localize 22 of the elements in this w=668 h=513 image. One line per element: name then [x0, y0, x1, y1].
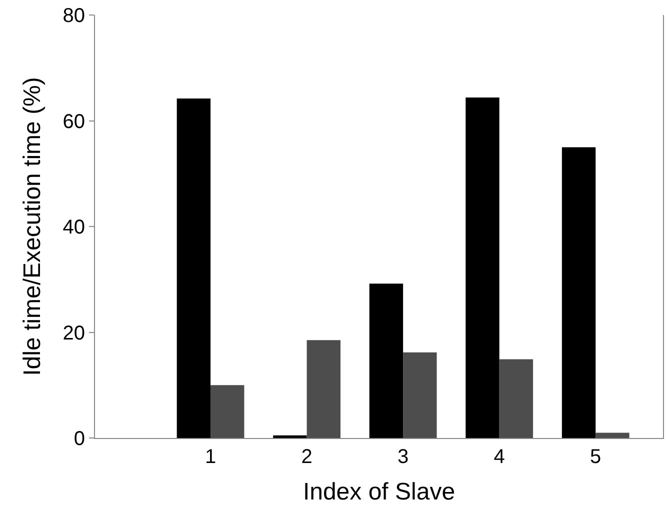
bar	[369, 284, 404, 438]
bar	[499, 359, 534, 438]
y-tick-label: 20	[62, 322, 85, 344]
x-axis-title: Index of Slave	[302, 478, 456, 506]
bar	[176, 98, 211, 438]
bar	[306, 340, 340, 438]
y-tick-label: 80	[62, 5, 85, 27]
bar	[403, 352, 437, 438]
bar	[466, 97, 500, 438]
bar	[273, 435, 307, 438]
x-tick-label: 2	[301, 446, 312, 468]
y-tick-label: 40	[62, 216, 85, 238]
bar	[562, 147, 596, 438]
bar	[210, 385, 244, 438]
x-tick-label: 3	[398, 446, 409, 468]
x-tick-label: 1	[204, 446, 216, 468]
x-tick-label: 5	[590, 446, 602, 468]
y-tick-label: 0	[74, 428, 85, 450]
y-axis-title: Idle time/Execution time (%)	[18, 77, 46, 376]
x-tick-label: 4	[494, 446, 505, 468]
bar	[596, 432, 630, 438]
y-tick-label: 60	[62, 110, 85, 133]
